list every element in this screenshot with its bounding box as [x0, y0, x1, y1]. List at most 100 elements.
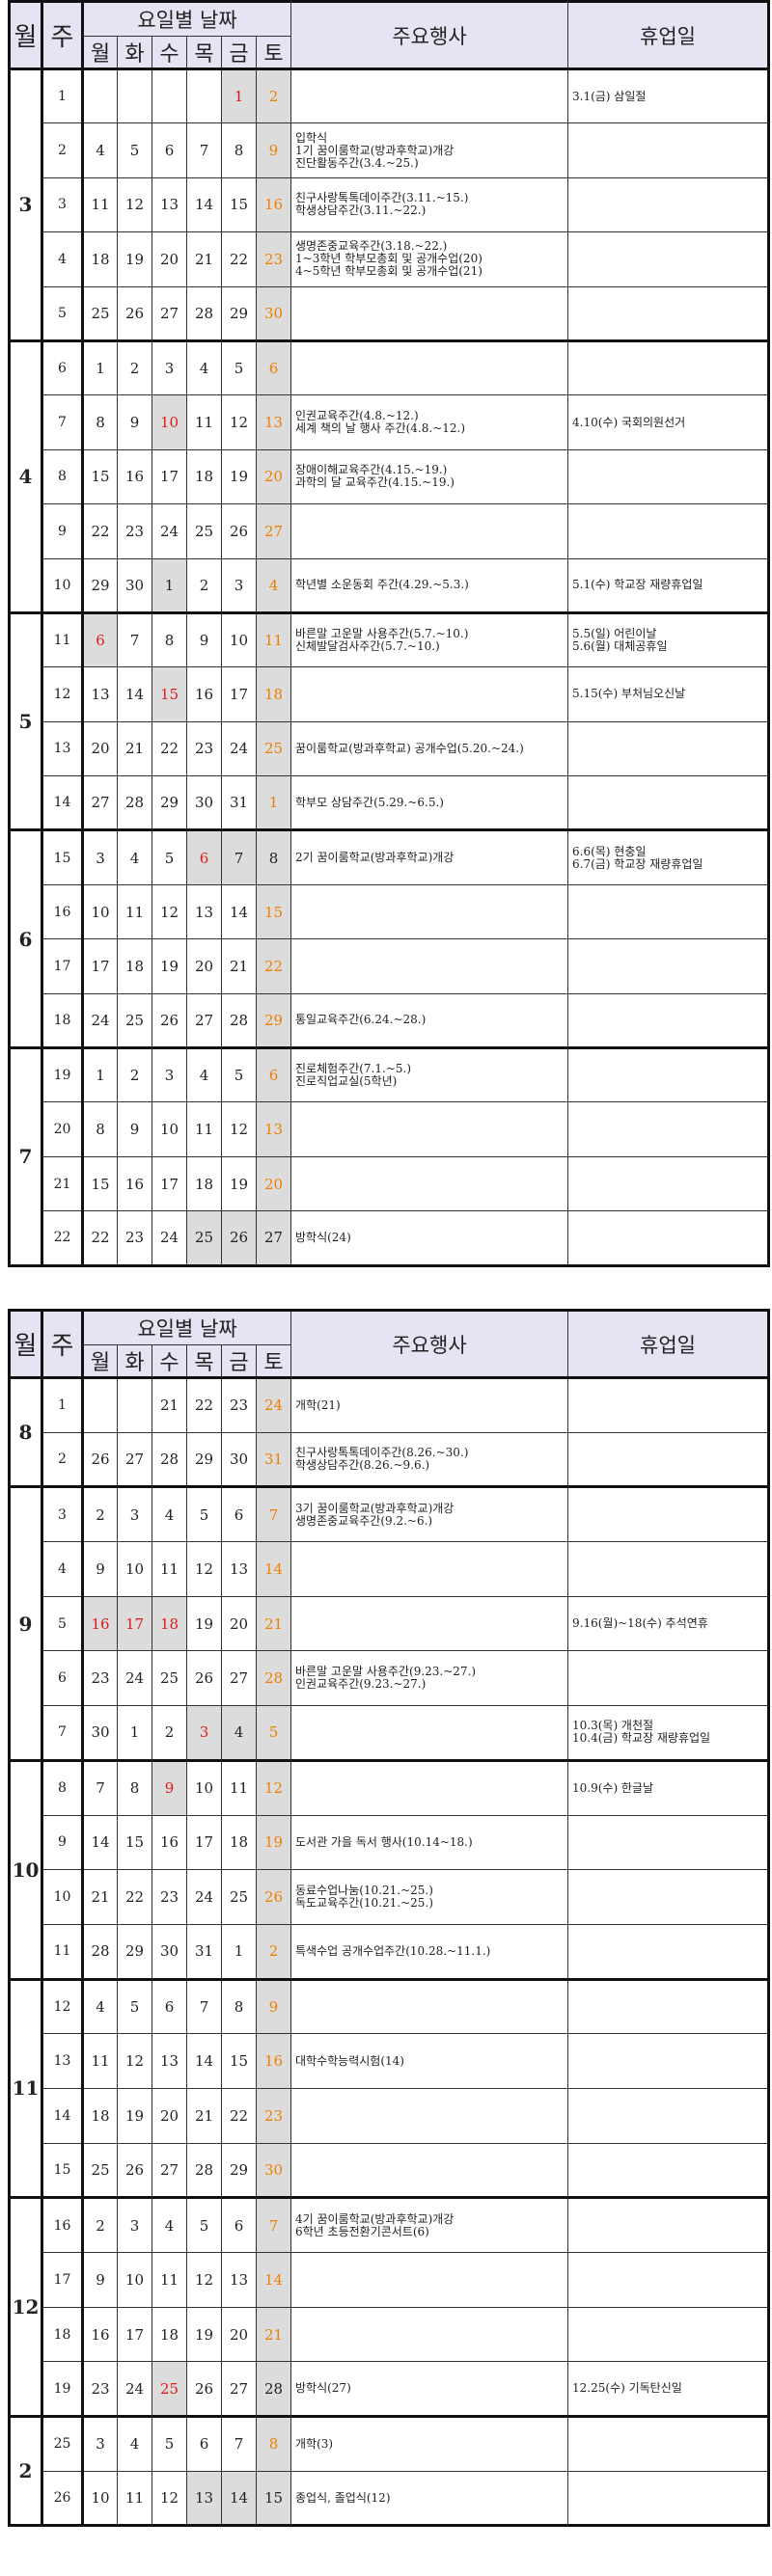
date-cell: 27: [82, 775, 118, 831]
date-cell: 14: [186, 2033, 222, 2089]
holiday-cell: [567, 2196, 769, 2253]
date-cell: 18: [152, 2306, 187, 2363]
holiday-cell: [567, 1923, 769, 1980]
date-cell: 21: [117, 720, 152, 777]
event-cell: 꿈이룸학교(방과후학교) 공개수업(5.20.~24.): [290, 720, 568, 777]
date-cell: 11: [82, 176, 118, 233]
week-row: 2 26 27 28 29 30 31 친구사랑톡톡데이주간(8.26.~30.) 학생상담주…: [10, 1431, 769, 1488]
month-label: 10: [9, 1758, 43, 1980]
week-row: 4 9 10 11 12 13 14: [10, 1541, 769, 1597]
holiday-cell: [567, 1541, 769, 1597]
date-cell: 5: [221, 1046, 257, 1103]
date-cell: 19: [117, 2087, 152, 2144]
date-cell: 21: [221, 938, 257, 994]
date-cell: 15: [256, 2470, 291, 2527]
holiday-cell: [567, 2252, 769, 2308]
date-cell: 15: [221, 2033, 257, 2089]
week-row: 20 8 9 10 11 12 13: [10, 1101, 769, 1157]
date-cell: 13: [186, 2470, 222, 2527]
holiday-cell: [567, 1155, 769, 1212]
date-cell: 17: [152, 1155, 187, 1212]
date-cell: 22: [221, 231, 257, 287]
date-cell: 8: [82, 394, 118, 450]
date-cell: 3: [82, 828, 118, 885]
date-cell: 24: [82, 992, 118, 1049]
week-row: 11 12 4 5 6 7 8 9: [9, 1977, 769, 2199]
week-row: 8 1 21 22 23 24 개학(21): [9, 1376, 769, 1488]
holiday-cell: 3.1(금) 삼일절: [567, 68, 769, 124]
event-cell: 인권교육주간(4.8.~12.) 세계 책의 날 행사 주간(4.8.~12.): [290, 394, 568, 450]
week-row: 21 15 16 17 18 19 20: [10, 1155, 769, 1212]
date-cell: 9: [256, 122, 291, 178]
date-cell: 23: [186, 720, 222, 777]
event-cell: 친구사랑톡톡데이주간(3.11.~15.) 학생상담주간(3.11.~22.): [290, 176, 568, 233]
date-cell: 29: [186, 1431, 222, 1488]
event-cell: 바른말 고운말 사용주간(5.7.~10.) 신체발달검사주간(5.7.~10.…: [290, 610, 568, 668]
holiday-cell: [567, 2033, 769, 2089]
event-cell: 도서관 가을 독서 행사(10.14~18.): [290, 1814, 568, 1871]
date-cell: 1: [256, 775, 291, 831]
date-cell: 16: [82, 2306, 118, 2363]
date-cell: 31: [186, 1923, 222, 1980]
date-cell: 15: [221, 176, 257, 233]
month-label: 12: [9, 2196, 43, 2418]
week-number: 17: [41, 2252, 84, 2308]
date-cell: 11: [152, 2252, 187, 2308]
date-cell: 6: [256, 339, 291, 396]
date-cell: 16: [152, 1814, 187, 1871]
date-cell: 1: [82, 1046, 118, 1103]
date-cell: 31: [221, 775, 257, 831]
date-cell: 2: [82, 1485, 118, 1543]
week-number: 11: [41, 610, 84, 668]
date-cell: 6: [152, 122, 187, 178]
holiday-cell: [567, 1869, 769, 1925]
date-cell: 15: [117, 1814, 152, 1871]
header-day-2: 수: [152, 1344, 187, 1379]
week-number: 15: [41, 2142, 84, 2199]
week-number: 1: [41, 68, 84, 124]
date-cell: 30: [221, 1431, 257, 1488]
date-cell: 23: [82, 2361, 118, 2418]
week-row: 9 14 15 16 17 18 19 도서관 가을 독서 행사(10.14~18.): [10, 1814, 769, 1871]
date-cell: 22: [186, 1377, 222, 1433]
date-cell: 4: [152, 1485, 187, 1543]
month-label: 5: [9, 610, 43, 831]
event-cell: [290, 2252, 568, 2308]
holiday-cell: [567, 2415, 769, 2472]
date-cell: 13: [221, 1541, 257, 1597]
date-cell: 14: [117, 666, 152, 722]
date-cell: 26: [256, 1869, 291, 1925]
date-cell: 1: [117, 1705, 152, 1761]
week-row: 6 15 3 4 5 6 7 8 2기 꿈이룸학교(방과후학교)개강 6.6(목) 현충일 6.7…: [9, 828, 769, 1049]
date-cell: 16: [186, 666, 222, 722]
week-row: 9 22 23 24 25 26 27: [10, 503, 769, 559]
header-events: 주요행사: [290, 1, 568, 70]
week-row: 7 30 1 2 3 4 5 10.3(목) 개천절 10.4(금) 학교장 재량휴업일: [10, 1705, 769, 1761]
date-cell: 4: [221, 1705, 257, 1761]
date-cell: 23: [152, 1869, 187, 1925]
date-cell: 24: [221, 720, 257, 777]
holiday-cell: [567, 720, 769, 777]
date-cell: 21: [186, 231, 222, 287]
event-cell: 진로체험주간(7.1.~5.) 진로직업교실(5학년): [290, 1046, 568, 1103]
date-cell: 11: [152, 1541, 187, 1597]
date-cell: 24: [186, 1869, 222, 1925]
week-row: 18 24 25 26 27 28 29 통일교육주간(6.24.~28.): [10, 992, 769, 1049]
date-cell: 17: [82, 938, 118, 994]
date-cell: 17: [221, 666, 257, 722]
date-cell: 2: [256, 68, 291, 124]
week-number: 4: [41, 1541, 84, 1597]
event-cell: 개학(3): [290, 2415, 568, 2472]
date-cell: 9: [256, 1977, 291, 2035]
event-cell: 종업식, 졸업식(12): [290, 2470, 568, 2527]
month-label: 3: [9, 68, 43, 341]
date-cell: 28: [221, 992, 257, 1049]
week-number: 18: [41, 2306, 84, 2363]
event-cell: 학부모 상담주간(5.29.~6.5.): [290, 775, 568, 831]
event-cell: [290, 1541, 568, 1597]
date-cell: 19: [117, 231, 152, 287]
date-cell: 13: [256, 394, 291, 450]
week-row: 8 15 16 17 18 19 20 장애이해교육주간(4.15.~19.) 과학의 달 교…: [10, 448, 769, 505]
date-cell: 30: [256, 2142, 291, 2199]
date-cell: 29: [117, 1923, 152, 1980]
